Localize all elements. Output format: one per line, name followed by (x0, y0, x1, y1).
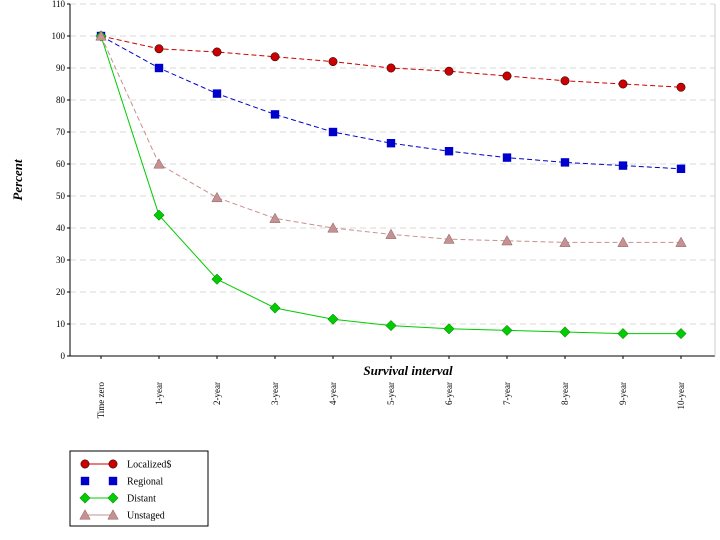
data-point (501, 235, 513, 246)
legend-label: Localized$ (127, 460, 171, 471)
legend-marker (79, 492, 91, 504)
data-point (95, 30, 107, 41)
data-point (385, 228, 397, 239)
x-axis-title: Survival interval (363, 363, 453, 378)
data-point (270, 110, 280, 119)
x-tick-labels: Time zero 1-year 2-year 3-year 4-year 5-year 6… (96, 382, 686, 419)
y-tick-label: 20 (56, 287, 66, 297)
axes (67, 3, 716, 359)
y-tick-label: 110 (52, 0, 66, 9)
series-unstaged (95, 30, 687, 247)
gridlines (70, 3, 715, 325)
data-point (270, 52, 280, 62)
data-point (502, 153, 512, 162)
data-point (154, 63, 164, 73)
data-point (560, 76, 570, 86)
data-point (385, 320, 397, 332)
data-point (211, 273, 223, 285)
data-point (328, 57, 338, 67)
x-tick-label: 5-year (386, 382, 396, 405)
data-point (676, 82, 686, 92)
x-tick-label: 1-year (154, 382, 164, 405)
data-point (211, 191, 223, 203)
y-tick-label: 60 (56, 159, 66, 169)
legend-marker (107, 509, 119, 520)
legend-item: Distant (79, 492, 156, 505)
data-point (212, 89, 222, 98)
data-point (327, 313, 339, 325)
series-distant (95, 30, 687, 340)
data-point (675, 328, 687, 340)
legend-marker (107, 492, 119, 504)
data-point (559, 326, 571, 338)
x-tick-label: Time zero (96, 382, 106, 419)
legend-item: Regional (80, 476, 163, 488)
data-point (676, 164, 686, 173)
legend-label: Regional (127, 477, 163, 488)
y-tick-label: 40 (56, 223, 66, 233)
data-point (269, 212, 281, 223)
x-tick-label: 2-year (212, 382, 222, 405)
data-point (153, 209, 165, 221)
data-point (154, 44, 164, 54)
legend-item: Localized$ (80, 459, 171, 471)
legend-item: Unstaged (79, 509, 165, 522)
data-point (444, 147, 454, 156)
y-tick-label: 10 (56, 319, 66, 329)
x-tick-label: 3-year (270, 382, 280, 405)
data-point (501, 324, 513, 336)
data-point (443, 233, 455, 244)
series-layer (95, 30, 687, 340)
data-point (443, 323, 455, 335)
legend-label: Distant (127, 494, 156, 505)
data-point (560, 158, 570, 167)
y-tick-label: 0 (61, 351, 66, 361)
series-line (100, 35, 682, 88)
data-point (328, 127, 338, 137)
data-point (618, 161, 628, 170)
data-point (212, 47, 222, 57)
data-point (559, 236, 571, 247)
y-tick-labels: 0 10 20 30 40 50 60 70 80 90 100 110 (52, 0, 66, 361)
legend-marker (80, 459, 90, 469)
data-point (386, 63, 396, 73)
y-tick-label: 70 (56, 127, 66, 137)
y-tick-label: 30 (56, 255, 66, 265)
data-point (502, 71, 512, 81)
y-tick-label: 80 (56, 95, 66, 105)
data-point (617, 236, 629, 247)
x-tick-label: 6-year (444, 382, 454, 405)
series-localized- (96, 31, 686, 92)
data-point (153, 158, 165, 169)
series-line (100, 35, 682, 170)
data-point (327, 222, 339, 233)
legend: Localized$ Regional Distant Unstaged (69, 450, 209, 527)
legend-marker (108, 476, 118, 486)
data-point (269, 302, 281, 314)
x-tick-label: 7-year (502, 382, 512, 405)
data-point (386, 139, 396, 148)
legend-label: Unstaged (127, 511, 165, 522)
data-point (444, 66, 454, 76)
data-point (675, 236, 687, 247)
y-tick-label: 50 (56, 191, 66, 201)
x-tick-label: 9-year (618, 382, 628, 405)
data-point (617, 328, 629, 340)
y-tick-label: 100 (52, 31, 66, 41)
series-regional (96, 31, 686, 173)
x-tick-label: 10-year (676, 382, 686, 409)
y-axis-title: Percent (10, 159, 25, 201)
data-point (618, 79, 628, 89)
legend-marker (108, 459, 118, 469)
x-tick-label: 4-year (328, 382, 338, 405)
x-tick-label: 8-year (560, 382, 570, 405)
legend-marker (80, 476, 90, 486)
legend-marker (79, 509, 91, 520)
y-tick-label: 90 (56, 63, 66, 73)
